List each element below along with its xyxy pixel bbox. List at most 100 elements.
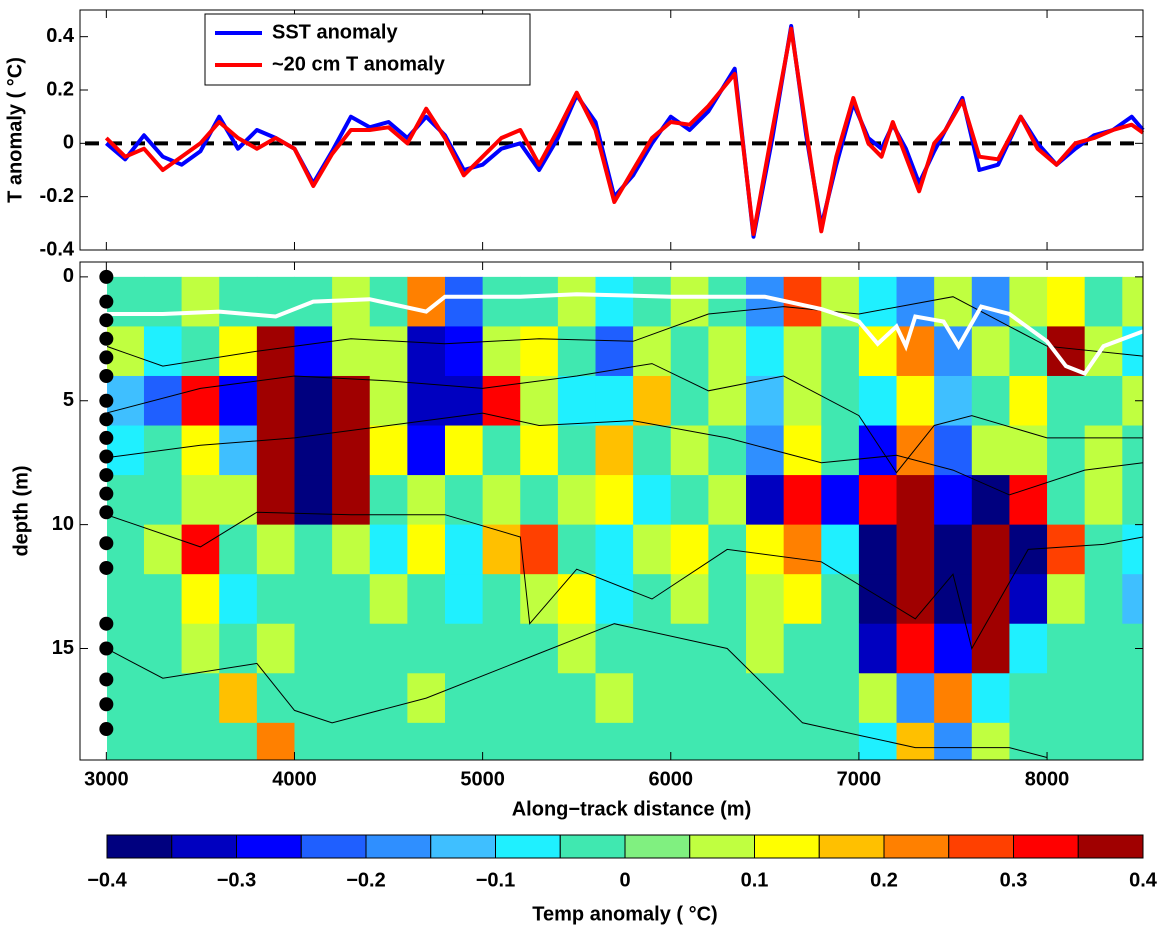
colorbar-swatch xyxy=(754,834,820,859)
heatmap-cell xyxy=(934,375,973,427)
heatmap-cell xyxy=(670,326,709,377)
heatmap-cell xyxy=(407,623,446,674)
x-axis-label: Along−track distance (m) xyxy=(512,798,752,820)
sensor-dot xyxy=(99,412,114,427)
heatmap-cell xyxy=(858,276,898,327)
heatmap-cell xyxy=(595,375,634,427)
colorbar-swatch xyxy=(1077,834,1144,859)
heatmap-cell xyxy=(1009,574,1048,625)
heatmap-cell xyxy=(595,276,634,327)
heatmap-cell xyxy=(595,574,634,625)
heatmap-cell xyxy=(256,276,295,327)
heatmap-cell xyxy=(256,375,295,427)
heatmap-cell xyxy=(181,326,220,377)
heatmap-cell xyxy=(858,326,898,377)
heatmap-cell xyxy=(520,722,559,760)
heatmap-cell xyxy=(520,475,559,526)
heatmap-cell xyxy=(219,276,258,327)
heatmap-cell xyxy=(783,673,822,724)
heatmap-cell xyxy=(934,475,973,526)
heatmap-cell xyxy=(633,673,672,724)
heatmap-cell xyxy=(143,623,183,674)
colorbar-tick-label: −0.1 xyxy=(476,869,515,891)
heatmap-cell xyxy=(783,425,822,476)
heatmap-cell xyxy=(670,524,709,575)
legend-label: ~20 cm T anomaly xyxy=(272,53,446,75)
heatmap-cell xyxy=(746,673,785,724)
heatmap-cell xyxy=(256,574,295,625)
sensor-dot xyxy=(99,697,114,712)
heatmap-cell xyxy=(143,375,183,427)
heatmap-cell xyxy=(896,722,935,760)
heatmap-cell xyxy=(1084,673,1123,724)
heatmap-cell xyxy=(520,276,559,327)
heatmap-cell xyxy=(557,722,597,760)
heatmap-cell xyxy=(934,276,973,327)
sensor-dot xyxy=(99,350,114,365)
heatmap-cell xyxy=(746,475,785,526)
sensor-dot xyxy=(99,505,114,520)
heatmap-cell xyxy=(670,375,709,427)
heatmap-cell xyxy=(294,673,333,724)
heatmap-cell xyxy=(1084,623,1123,674)
mixed-layer-line xyxy=(107,292,1143,376)
heatmap-cell xyxy=(181,722,220,760)
heatmap-cell xyxy=(482,623,521,674)
heatmap-cell xyxy=(107,425,145,476)
colorbar-swatch xyxy=(1013,834,1079,859)
heatmap-cell xyxy=(332,623,371,674)
contour-line xyxy=(107,412,1143,496)
heatmap-cell xyxy=(557,524,597,575)
heatmap-cell xyxy=(369,623,408,674)
heatmap-cell xyxy=(670,722,709,760)
heatmap-cell xyxy=(1009,475,1048,526)
heatmap-cell xyxy=(1047,623,1086,674)
heatmap-cell xyxy=(1084,326,1123,377)
heatmap-cell xyxy=(520,524,559,575)
x-tick-label: 8000 xyxy=(1025,768,1070,790)
heatmap-cell xyxy=(482,673,521,724)
heatmap-cell xyxy=(332,425,371,476)
heatmap-cell xyxy=(181,425,220,476)
heatmap-cell xyxy=(1122,425,1143,476)
sensor-dot xyxy=(99,313,114,328)
colorbar-swatch xyxy=(948,834,1014,859)
heatmap-cell xyxy=(520,574,559,625)
heatmap-cell xyxy=(896,375,935,427)
heatmap-cell xyxy=(633,722,672,760)
heatmap-cell xyxy=(1122,673,1143,724)
heatmap-cell xyxy=(444,425,484,476)
heatmap-cell xyxy=(595,722,634,760)
heatmap-cell xyxy=(708,425,747,476)
colorbar-tick-label: 0 xyxy=(619,869,630,891)
x-tick-label: 4000 xyxy=(272,768,317,790)
heatmap-cell xyxy=(107,673,145,724)
heatmap-cell xyxy=(670,574,709,625)
heatmap-cell xyxy=(858,623,898,674)
heatmap-cell xyxy=(746,574,785,625)
heatmap-cell xyxy=(971,574,1010,625)
sensor-dot xyxy=(99,449,114,464)
contour-line xyxy=(107,296,1143,367)
sensor-dot xyxy=(99,722,114,737)
heatmap-cell xyxy=(107,475,145,526)
heatmap-cell xyxy=(444,574,484,625)
heatmap-cell xyxy=(858,673,898,724)
heatmap-cell xyxy=(633,524,672,575)
heatmap-cell xyxy=(256,425,295,476)
heatmap-cell xyxy=(256,623,295,674)
heatmap-cell xyxy=(1122,524,1143,575)
heatmap-cell xyxy=(783,524,822,575)
colorbar-swatch xyxy=(300,834,367,859)
heatmap-cell xyxy=(1009,623,1048,674)
heatmap-cell xyxy=(1084,722,1123,760)
heatmap-cell xyxy=(294,326,333,377)
legend-label: SST anomaly xyxy=(272,21,398,43)
heatmap-cell xyxy=(332,524,371,575)
heatmap-cell xyxy=(256,722,295,760)
heatmap-cell xyxy=(858,475,898,526)
heatmap-cell xyxy=(294,722,333,760)
heatmap-cell xyxy=(369,375,408,427)
heatmap-cell xyxy=(670,475,709,526)
heatmap-cell xyxy=(369,326,408,377)
